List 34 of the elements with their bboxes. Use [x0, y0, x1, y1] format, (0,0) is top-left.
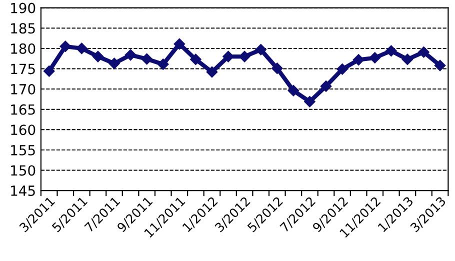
point	[206, 66, 218, 78]
point	[222, 50, 234, 62]
point	[43, 66, 55, 77]
y-tick-label: 150	[11, 165, 36, 176]
point	[174, 38, 186, 50]
point	[418, 46, 430, 58]
point	[369, 52, 380, 64]
point	[108, 58, 120, 70]
point	[386, 45, 397, 56]
point	[76, 42, 88, 54]
y-tick-label: 170	[11, 84, 36, 95]
point	[434, 60, 446, 72]
y-tick-label: 190	[11, 2, 36, 14]
y-tick-label: 180	[11, 43, 36, 54]
y-tick-label: 175	[11, 64, 35, 74]
point	[60, 40, 71, 52]
point	[288, 85, 300, 96]
point	[190, 54, 202, 65]
y-tick-label: 155	[11, 145, 35, 156]
y-tick-label: 145	[11, 186, 35, 196]
point	[402, 54, 414, 65]
point	[92, 50, 104, 62]
point	[336, 64, 348, 75]
point	[124, 49, 136, 61]
y-tick-label: 160	[11, 124, 36, 136]
point	[141, 53, 152, 65]
point	[272, 62, 283, 74]
point	[255, 44, 266, 56]
point	[352, 54, 364, 66]
y-tick-label: 185	[11, 23, 35, 34]
point	[320, 80, 332, 92]
point	[158, 58, 169, 70]
point	[304, 96, 316, 108]
y-tick-label: 165	[11, 104, 35, 115]
